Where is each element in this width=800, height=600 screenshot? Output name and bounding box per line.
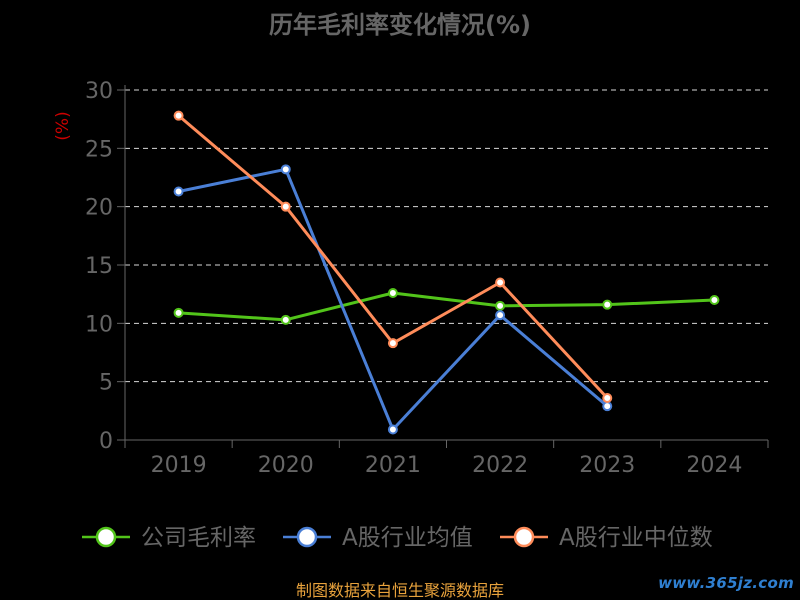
- source-note: 制图数据来自恒生聚源数据库: [296, 581, 504, 600]
- legend-marker-1: [296, 526, 318, 548]
- x-tick-label: 2019: [151, 453, 207, 478]
- legend-label-2: A股行业中位数: [559, 525, 713, 551]
- y-tick-label: 0: [99, 429, 113, 454]
- legend-label-1: A股行业均值: [342, 525, 473, 551]
- gridlines: [125, 89, 768, 383]
- legend-label-0: 公司毛利率: [141, 525, 256, 551]
- legend: 公司毛利率 A股行业均值 A股行业中位数: [82, 525, 713, 551]
- x-tick-label: 2021: [365, 453, 421, 478]
- y-tick-label: 25: [85, 137, 113, 162]
- data-point: [602, 401, 613, 412]
- data-point: [709, 295, 720, 305]
- data-point: [387, 288, 398, 298]
- series-line-1: [177, 167, 609, 431]
- data-point: [280, 201, 291, 212]
- x-tick-label: 2020: [258, 453, 314, 478]
- data-point: [280, 164, 291, 175]
- data-point: [495, 277, 506, 288]
- chart-title: 历年毛利率变化情况(%): [269, 11, 531, 39]
- legend-marker-2: [513, 526, 535, 548]
- y-axis-label: (%): [53, 111, 73, 140]
- y-tick-label: 20: [85, 196, 113, 221]
- data-point: [280, 314, 291, 325]
- y-tick-label: 15: [85, 254, 113, 279]
- y-tick-label: 5: [99, 371, 113, 396]
- data-point: [602, 393, 613, 403]
- x-tick-label: 2022: [472, 453, 528, 478]
- data-point: [495, 300, 506, 311]
- data-point: [495, 310, 506, 321]
- data-point: [387, 338, 398, 349]
- x-tick-label: 2024: [686, 453, 742, 478]
- watermark: www.365jz.com: [658, 574, 794, 592]
- series-line-2: [177, 114, 609, 400]
- data-point: [173, 110, 184, 121]
- y-tick-label: 30: [85, 79, 113, 104]
- data-point: [173, 186, 184, 197]
- series-lines: [173, 110, 720, 435]
- legend-marker-0: [95, 526, 117, 548]
- data-point: [173, 307, 184, 318]
- x-tick-label: 2023: [579, 453, 635, 478]
- y-tick-label: 10: [85, 312, 113, 337]
- data-point: [387, 424, 398, 435]
- data-point: [602, 299, 613, 310]
- axes: 0 5 10 15 20 25 30 2019 2020 2021 2022 2023 2024: [85, 79, 769, 478]
- series-line-0: [177, 291, 716, 322]
